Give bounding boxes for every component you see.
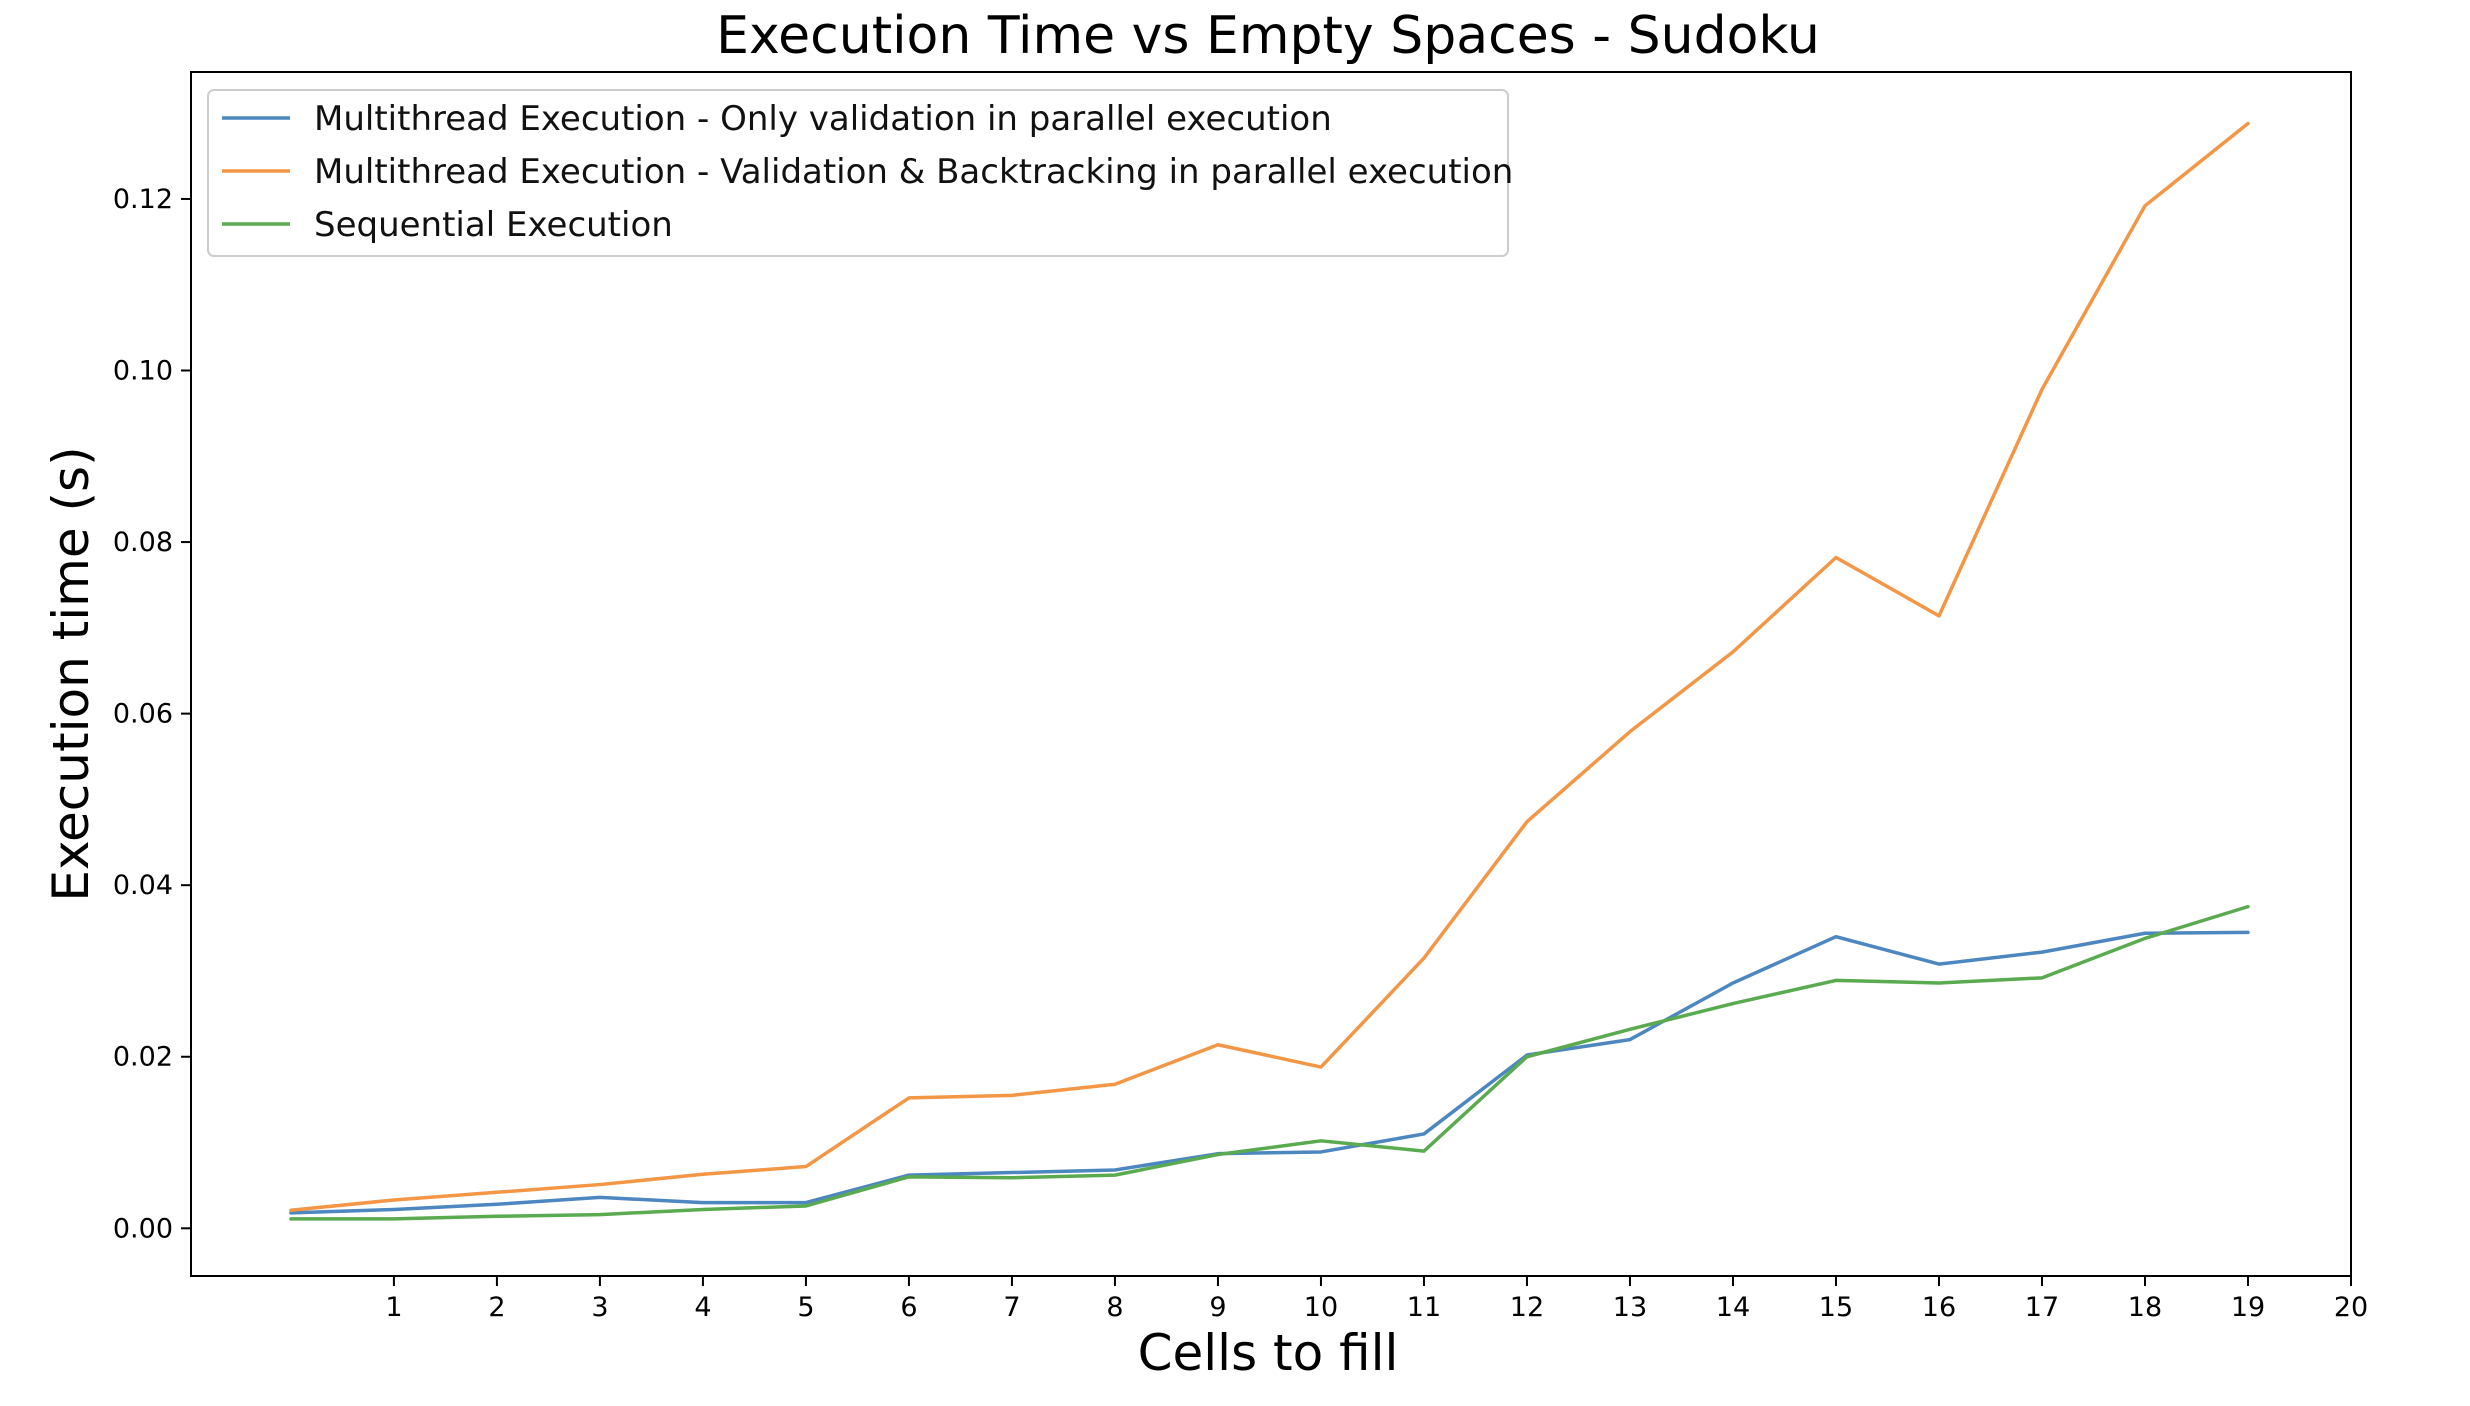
- x-tick-label: 18: [2128, 1292, 2162, 1323]
- y-axis-label: Execution time (s): [42, 446, 100, 901]
- x-tick-label: 8: [1106, 1292, 1123, 1323]
- x-tick-label: 15: [1819, 1292, 1853, 1323]
- y-tick-label: 0.12: [113, 184, 173, 215]
- x-axis-ticks: 1 2 3 4 5 6 7 8 9 10 11 12 13 14 15 16 17 18 19 20: [385, 1276, 2368, 1323]
- series-line-validation-only: [289, 930, 2250, 1215]
- chart-title: Execution Time vs Empty Spaces - Sudoku: [716, 6, 1820, 66]
- x-tick-label: 13: [1613, 1292, 1647, 1323]
- x-tick-label: 17: [2025, 1292, 2059, 1323]
- x-tick-label: 2: [488, 1292, 505, 1323]
- legend-box: [207, 89, 1509, 257]
- x-tick-label: 5: [797, 1292, 814, 1323]
- x-axis-label: Cells to fill: [1138, 1324, 1399, 1382]
- x-tick-label: 11: [1407, 1292, 1441, 1323]
- series-line-sequential: [289, 904, 2250, 1221]
- x-tick-label: 7: [1003, 1292, 1020, 1323]
- legend-label: Multithread Execution - Validation & Bac…: [314, 152, 1513, 192]
- legend: Multithread Execution - Only validation …: [207, 89, 1513, 257]
- series-line-validation-backtracking: [289, 121, 2250, 1213]
- x-tick-label: 1: [385, 1292, 402, 1323]
- legend-label: Sequential Execution: [314, 205, 673, 245]
- x-tick-label: 4: [694, 1292, 711, 1323]
- x-tick-label: 20: [2334, 1292, 2368, 1323]
- x-tick-label: 16: [1922, 1292, 1956, 1323]
- y-tick-label: 0.10: [113, 356, 173, 387]
- x-tick-label: 19: [2231, 1292, 2265, 1323]
- y-tick-label: 0.04: [113, 870, 173, 901]
- x-tick-label: 12: [1510, 1292, 1544, 1323]
- plot-area: [190, 71, 2352, 1277]
- y-tick-label: 0.00: [113, 1213, 173, 1244]
- x-tick-label: 3: [591, 1292, 608, 1323]
- y-tick-label: 0.08: [113, 527, 173, 558]
- y-tick-label: 0.06: [113, 699, 173, 730]
- x-tick-label: 6: [900, 1292, 917, 1323]
- y-axis-ticks: 0.00 0.02 0.04 0.06 0.08 0.10 0.12: [113, 184, 191, 1244]
- y-tick-label: 0.02: [113, 1042, 173, 1073]
- series-lines: [289, 121, 2250, 1221]
- x-tick-label: 9: [1209, 1292, 1226, 1323]
- x-tick-label: 14: [1716, 1292, 1750, 1323]
- x-tick-label: 10: [1304, 1292, 1338, 1323]
- legend-label: Multithread Execution - Only validation …: [314, 99, 1332, 139]
